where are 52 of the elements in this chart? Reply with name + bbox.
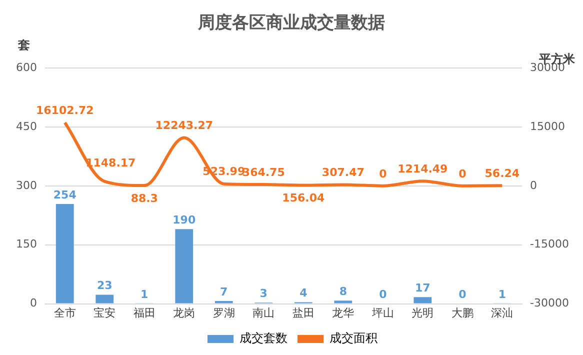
bar bbox=[56, 204, 74, 304]
x-tick-label: 龙华 bbox=[332, 306, 354, 320]
data-label: 1 bbox=[498, 288, 506, 301]
data-label: 17 bbox=[415, 281, 430, 294]
data-label: 56.24 bbox=[484, 167, 520, 180]
data-label: 4 bbox=[300, 286, 308, 300]
x-tick-label: 深汕 bbox=[491, 306, 514, 320]
x-tick-label: 大鹏 bbox=[451, 306, 474, 320]
legend-label: 成交套数 bbox=[240, 331, 288, 346]
y-tick-label: 150 bbox=[16, 238, 37, 251]
data-label: 156.04 bbox=[282, 192, 325, 205]
y2-tick-label: 15000 bbox=[530, 120, 566, 133]
y-tick-label: 600 bbox=[16, 60, 37, 74]
data-label: 0 bbox=[379, 167, 388, 180]
data-label: 1214.49 bbox=[398, 162, 448, 176]
x-tick-label: 南山 bbox=[252, 306, 275, 320]
data-label: 0 bbox=[379, 288, 388, 302]
data-label: 254 bbox=[53, 188, 77, 202]
data-label: 307.47 bbox=[322, 166, 364, 180]
x-tick-label: 福田 bbox=[133, 306, 156, 320]
data-label: 16102.72 bbox=[36, 104, 94, 117]
data-label: 23 bbox=[96, 279, 112, 292]
data-label: 12243.27 bbox=[155, 119, 214, 132]
data-label: 0 bbox=[458, 167, 467, 180]
data-label: 1 bbox=[140, 288, 148, 301]
bar bbox=[96, 294, 114, 304]
y-tick-label: 300 bbox=[16, 178, 37, 192]
chart-title: 周度各区商业成交量数据 bbox=[197, 12, 386, 35]
y2-tick-label: -30000 bbox=[530, 296, 570, 310]
y-tick-label: 450 bbox=[16, 120, 37, 133]
y-axis-title: 套 bbox=[17, 38, 30, 52]
bar bbox=[334, 300, 352, 304]
data-label: 88.3 bbox=[130, 192, 158, 205]
x-tick-label: 宝安 bbox=[94, 306, 116, 320]
x-tick-label: 光明 bbox=[412, 306, 434, 320]
x-tick-label: 坪山 bbox=[370, 306, 394, 320]
y-tick-label: 0 bbox=[30, 296, 37, 310]
data-label: 8 bbox=[339, 285, 347, 298]
legend-label: 成交面积 bbox=[330, 331, 378, 346]
y2-tick-label: -15000 bbox=[530, 238, 570, 251]
y2-tick-label: 0 bbox=[530, 178, 538, 192]
x-tick-label: 盐田 bbox=[292, 306, 314, 320]
bar bbox=[175, 229, 194, 304]
x-tick-label: 全市 bbox=[54, 306, 76, 320]
x-tick-label: 罗湖 bbox=[212, 306, 235, 320]
data-label: 0 bbox=[458, 288, 467, 302]
data-label: 3 bbox=[260, 286, 268, 300]
data-label: 190 bbox=[172, 213, 196, 226]
x-tick-label: 龙岗 bbox=[173, 306, 196, 320]
data-label: 7 bbox=[220, 285, 228, 298]
bar bbox=[414, 297, 432, 304]
data-label: 364.75 bbox=[242, 166, 285, 179]
